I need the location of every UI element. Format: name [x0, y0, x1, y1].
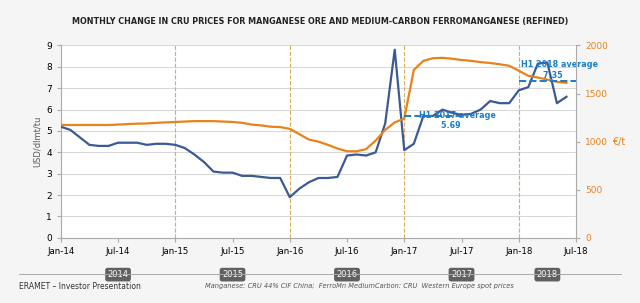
Text: 2018: 2018: [537, 270, 558, 279]
Y-axis label: €/t: €/t: [612, 137, 626, 147]
Text: ERAMET – Investor Presentation: ERAMET – Investor Presentation: [19, 282, 141, 291]
Text: MONTHLY CHANGE IN CRU PRICES FOR MANGANESE ORE AND MEDIUM-CARBON FERROMANGANESE : MONTHLY CHANGE IN CRU PRICES FOR MANGANE…: [72, 17, 568, 26]
Text: 2014: 2014: [108, 270, 129, 279]
Text: H1 2018 average
        7.35: H1 2018 average 7.35: [521, 60, 598, 79]
Text: H1 2017 average
        5.69: H1 2017 average 5.69: [419, 111, 495, 130]
Text: 2016: 2016: [337, 270, 358, 279]
Text: 2017: 2017: [451, 270, 472, 279]
Text: 2015: 2015: [222, 270, 243, 279]
Y-axis label: USD/dlmt/tu: USD/dlmt/tu: [33, 116, 42, 167]
Text: Manganese: CRU 44% CIF China;  FerroMn MediumCarbon: CRU  Western Europe spot pr: Manganese: CRU 44% CIF China; FerroMn Me…: [205, 283, 514, 289]
